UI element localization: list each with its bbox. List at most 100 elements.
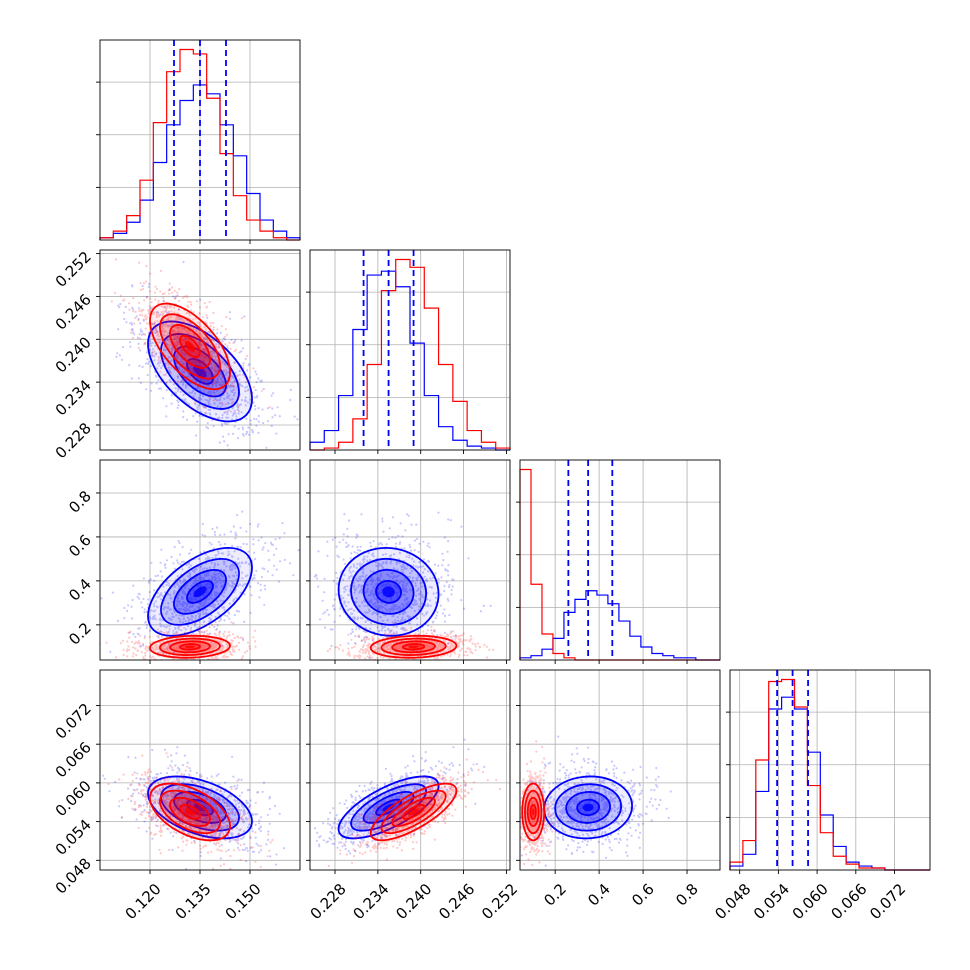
x-tick-label: 0.072 <box>866 880 909 923</box>
density-panel-3-2: 0.2 0.4 0.6 0.8 <box>516 669 721 910</box>
contour-red <box>159 789 221 835</box>
y-tick-label: 0.048 <box>52 854 95 897</box>
contour-blue <box>576 798 601 817</box>
histogram-panel-0 <box>96 39 301 244</box>
contour-red <box>149 634 231 659</box>
y-tick-label: 0.234 <box>52 376 95 419</box>
contour-red <box>179 643 201 651</box>
contour-red <box>149 782 231 842</box>
contour-red <box>149 302 231 391</box>
histogram-blue-2 <box>519 590 720 661</box>
histogram-blue-1 <box>309 270 510 451</box>
histogram-panel-2 <box>516 459 721 664</box>
x-tick-label: 0.2 <box>540 880 570 910</box>
histogram-red-3 <box>729 678 930 871</box>
y-tick-label: 0.4 <box>65 575 95 605</box>
contour-red <box>524 789 543 835</box>
x-tick-label: 0.060 <box>789 880 832 923</box>
contour-blue <box>186 798 214 817</box>
contour-red <box>159 637 221 656</box>
contour-blue <box>375 579 402 604</box>
density-core-red <box>185 341 196 352</box>
contour-red <box>401 643 426 651</box>
panel-frame <box>309 249 511 451</box>
contour-blue <box>147 775 253 840</box>
contour-red <box>369 782 458 842</box>
panel-frame <box>519 459 721 661</box>
contour-blue <box>186 358 214 385</box>
x-tick-label: 0.135 <box>172 880 215 923</box>
contour-blue <box>337 775 440 840</box>
contour-blue <box>554 783 622 832</box>
y-tick-label: 0.2 <box>65 619 95 649</box>
x-tick-label: 0.066 <box>827 880 870 923</box>
density-core-blue <box>382 586 395 598</box>
contour-red <box>401 803 426 820</box>
contour-red <box>380 789 447 835</box>
contour-red <box>169 640 211 654</box>
density-core-red <box>408 645 419 649</box>
density-core-red <box>531 808 535 816</box>
y-tick-label: 0.228 <box>52 419 95 462</box>
y-tick-label: 0.8 <box>65 487 95 517</box>
contour-red <box>526 796 540 828</box>
contour-blue <box>147 547 253 637</box>
x-tick-label: 0.246 <box>435 880 478 923</box>
contour-red <box>529 803 537 820</box>
contour-red <box>179 803 201 820</box>
panel-frame <box>309 669 511 871</box>
y-tick-label: 0.252 <box>52 248 95 291</box>
y-tick-label: 0.066 <box>52 738 95 781</box>
contour-red <box>391 796 436 828</box>
y-tick-label: 0.240 <box>52 333 95 376</box>
y-tick-label: 0.072 <box>52 700 95 743</box>
contour-red <box>169 324 211 369</box>
histogram-red-1 <box>310 258 511 451</box>
x-tick-label: 0.120 <box>122 880 165 923</box>
density-core-red <box>184 808 195 816</box>
y-tick-label: 0.6 <box>65 531 95 561</box>
contour-blue <box>362 791 415 824</box>
contour-blue <box>173 568 227 615</box>
x-tick-label: 0.8 <box>672 880 702 910</box>
x-tick-label: 0.234 <box>350 880 393 923</box>
histogram-blue-3 <box>729 696 930 871</box>
contour-red <box>369 634 458 659</box>
x-tick-label: 0.054 <box>750 880 793 923</box>
density-core-blue <box>193 586 207 598</box>
density-core-blue <box>582 803 594 812</box>
x-tick-label: 0.252 <box>478 880 521 923</box>
contour-blue <box>337 547 440 637</box>
y-tick-label: 0.060 <box>52 777 95 820</box>
contour-red <box>179 334 201 359</box>
contour-blue <box>160 558 240 626</box>
contour-blue <box>186 579 214 604</box>
density-panel-2-1 <box>306 459 511 664</box>
histogram-red-0 <box>99 48 300 241</box>
contour-blue <box>147 320 253 423</box>
histogram-red-2 <box>519 468 720 661</box>
panel-frame <box>309 459 511 661</box>
y-tick-label: 0.246 <box>52 291 95 334</box>
density-core-red <box>185 645 196 649</box>
density-panel-3-1: 0.228 0.234 0.240 0.246 0.252 <box>306 669 521 923</box>
contour-blue <box>350 558 427 626</box>
contour-red <box>391 640 436 654</box>
density-core-blue <box>193 365 207 378</box>
contour-red <box>521 782 546 842</box>
panel-frame <box>729 669 931 871</box>
density-core-red <box>408 808 419 816</box>
x-tick-label: 0.240 <box>392 880 435 923</box>
density-panel-2-0: 0.2 0.4 0.6 0.8 <box>65 459 301 664</box>
x-tick-label: 0.6 <box>628 880 658 910</box>
x-tick-label: 0.4 <box>584 880 614 910</box>
contour-blue <box>362 568 415 615</box>
panel-frame <box>519 669 721 871</box>
x-tick-label: 0.150 <box>222 880 265 923</box>
x-tick-label: 0.228 <box>307 880 350 923</box>
contour-blue <box>565 791 612 824</box>
